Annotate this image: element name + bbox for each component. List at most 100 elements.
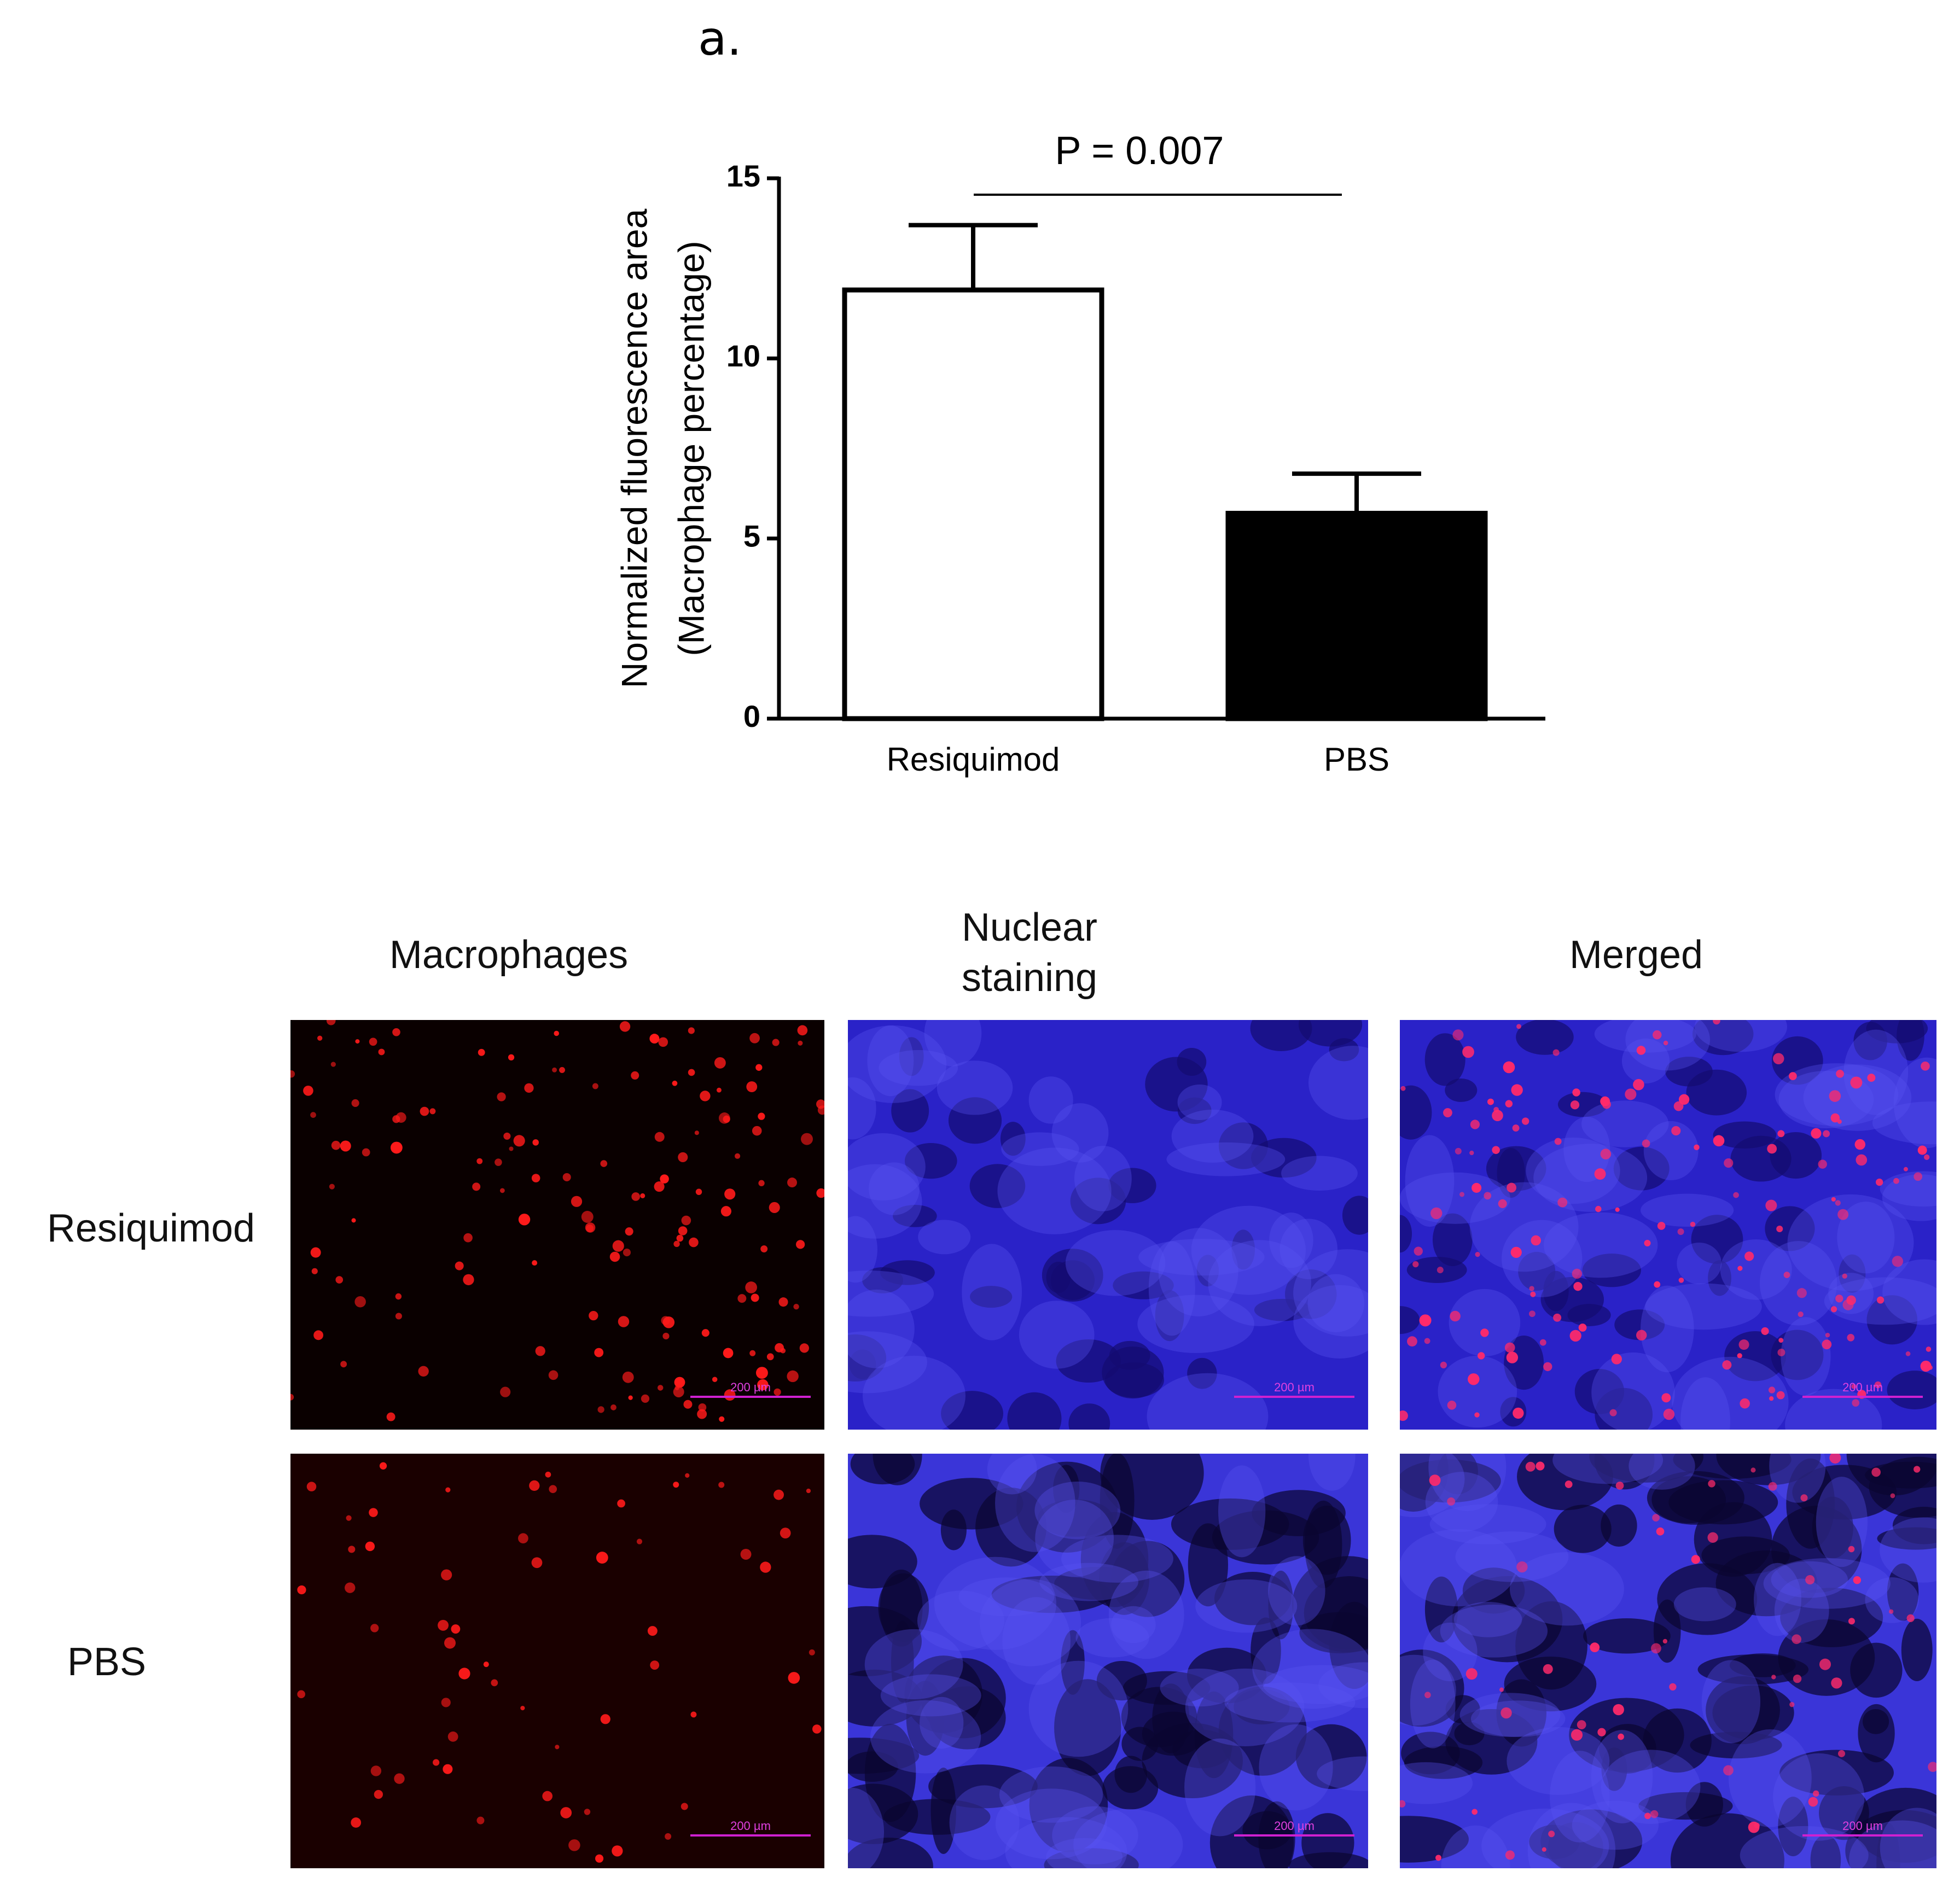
cell [369,1508,378,1517]
tissue-patch [1231,1229,1255,1270]
bright-patch [1400,1654,1456,1726]
cell [306,1482,317,1491]
cell [612,1240,624,1252]
micrograph: 200 µm [848,1454,1368,1868]
cell [1737,1266,1743,1271]
tissue-patch [1901,1618,1933,1682]
column-header: Macrophages [389,933,629,977]
cell [1487,1098,1494,1105]
bright-patch [1701,1660,1761,1744]
bright-patch [1572,1800,1659,1850]
cell [520,1706,525,1711]
bright-patch [1882,1259,1936,1325]
bright-patch [1728,1729,1812,1827]
cell [1455,1147,1462,1155]
scale-bar-label: 200 µm [1842,1819,1883,1833]
bright-patch [917,1590,1005,1651]
cell [1928,1762,1936,1772]
cell [1505,1850,1515,1860]
cell [1737,1353,1742,1359]
cell [1691,1555,1700,1564]
bright-patch [1785,1389,1882,1430]
bright-patch [1469,1182,1579,1272]
cell [1788,1072,1797,1080]
bright-patch [1005,1817,1127,1868]
tissue-patch [1839,1254,1866,1293]
cell [1531,1235,1541,1246]
cell [812,1724,822,1734]
tissue-patch [1651,1476,1726,1524]
bright-patch [862,1355,966,1430]
bright-patch [1880,1808,1936,1868]
cell [661,1316,670,1325]
panel-bg [290,1454,824,1868]
bright-patch [924,1020,982,1066]
bright-patch [1028,1076,1073,1124]
cell [458,1668,470,1680]
cell [369,1037,377,1046]
tissue-patch [1887,1371,1936,1409]
bright-patch [1677,1243,1722,1285]
tissue-patch [1897,1020,1924,1061]
cell [1905,1351,1911,1356]
cell [455,1261,464,1270]
bright-patch [1773,1753,1865,1841]
cell [1835,1295,1843,1303]
cell [548,1370,559,1380]
cell [1440,1361,1447,1369]
bright-patch [848,1270,934,1317]
cell [1805,1575,1815,1585]
cell [509,1146,514,1151]
tissue-patch [1196,1255,1219,1287]
cell [683,1400,693,1409]
x-tick-label: Resiquimod [887,741,1060,778]
cell [757,1379,769,1391]
cell [737,1294,747,1303]
cell [1498,1199,1507,1208]
cell [1657,1222,1666,1230]
bright-patch [1625,1020,1710,1071]
cell [1852,1399,1860,1407]
bright-patch [1075,1618,1149,1658]
bright-patch [1317,1756,1368,1791]
tissue-patch [930,1767,956,1855]
tissue-patch [991,1575,1112,1613]
cell [694,1130,699,1135]
tissue-patch [940,1509,967,1550]
cell [622,1371,634,1383]
cell [718,1482,725,1488]
tissue-patch [1810,1834,1841,1868]
bright-patch [848,1331,927,1394]
cell [1800,1494,1808,1502]
cell [1513,1407,1524,1419]
cell [1773,1053,1784,1065]
cell [700,1091,711,1101]
cell [1926,1346,1932,1352]
bright-patch [848,1787,885,1868]
y-tick-label: 5 [743,518,760,553]
bright-patch [1438,1355,1517,1428]
micrograph: 200 µm [1400,1020,1936,1430]
cell [1468,1373,1480,1385]
tissue-patch [1054,1679,1121,1776]
cell [311,1268,318,1274]
cell [1572,1268,1583,1279]
cell [1777,1348,1785,1356]
tissue-patch [1516,1020,1574,1055]
cell [816,1188,824,1198]
cell [1724,1158,1734,1168]
cell [660,1174,669,1184]
tissue-patch [970,1286,1013,1308]
cell [676,1234,684,1242]
bright-patch [1307,1274,1365,1332]
scale-bar-label: 200 µm [1842,1380,1883,1394]
tissue-patch [1068,1403,1110,1430]
cell [351,1817,362,1828]
bright-patch [1195,1579,1298,1633]
cell [310,1112,316,1118]
cell [695,1188,702,1196]
bright-patch [1425,1472,1498,1532]
cell [1419,1314,1432,1327]
cell [799,1343,809,1353]
